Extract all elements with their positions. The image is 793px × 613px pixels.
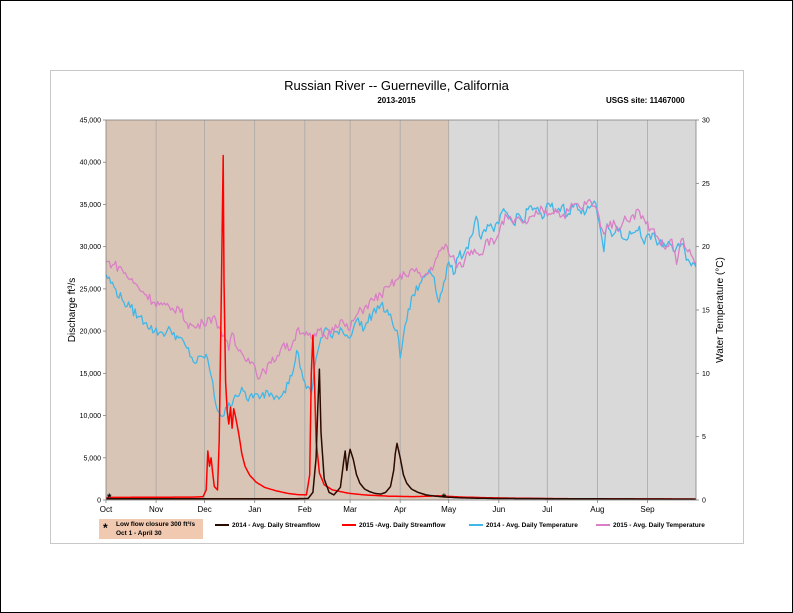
x-tick-label: Aug	[590, 505, 604, 514]
y-axis-label-right: Water Temperature (°C)	[715, 257, 726, 363]
y-tick-label-right: 15	[702, 308, 710, 315]
closure-region	[106, 120, 449, 500]
y-tick-label-right: 5	[702, 434, 706, 441]
grid-layer	[155, 120, 648, 500]
y-tick-label-left: 20,000	[80, 329, 102, 336]
x-tick-label: Jul	[542, 505, 552, 514]
legend-swatch-2015-temperature	[596, 524, 610, 527]
y-tick-label-right: 0	[702, 498, 706, 505]
y-tick-label-left: 0	[97, 498, 101, 505]
closure-marker: *	[442, 492, 447, 504]
legend-item-2014-streamflow: 2014 - Avg. Daily Streamflow	[215, 522, 320, 532]
open-region	[448, 120, 696, 500]
closure-marker-icon: *	[103, 521, 108, 535]
y-tick-label-left: 25,000	[80, 286, 102, 293]
y-tick-label-left: 30,000	[80, 244, 102, 251]
y-tick-label-right: 20	[702, 244, 710, 251]
y-tick-label-left: 45,000	[80, 118, 102, 125]
legend-swatch-2014-streamflow	[215, 524, 229, 527]
closure-note-line2: Oct 1 - April 30	[116, 530, 162, 537]
x-tick-label: Dec	[197, 505, 211, 514]
y-tick-label-left: 10,000	[80, 413, 102, 420]
y-tick-label-left: 5,000	[83, 455, 101, 462]
x-tick-label: May	[441, 505, 456, 514]
x-tick-label: Jan	[248, 505, 261, 514]
series-line-2014-temperature	[105, 200, 697, 418]
site-label: USGS site: 11467000	[606, 96, 685, 105]
legend-label-2015-temperature: 2015 - Avg. Daily Temperature	[613, 522, 705, 529]
y-tick-label-right: 30	[702, 118, 710, 125]
x-tick-label: Sep	[640, 505, 655, 514]
x-tick-label: Mar	[343, 505, 357, 514]
closure-note-line1: Low flow closure 300 ft³/s	[116, 521, 196, 528]
series-line-2014-streamflow	[106, 368, 696, 500]
chart-title: Russian River -- Guerneville, California	[284, 78, 509, 93]
legend-item-2015-streamflow: 2015 -Avg. Daily Streamflow	[342, 522, 445, 532]
closure-legend-box	[99, 519, 203, 539]
legend-label-2015-streamflow: 2015 -Avg. Daily Streamflow	[359, 522, 446, 529]
y-tick-label-left: 15,000	[80, 371, 102, 378]
x-tick-label: Oct	[100, 505, 113, 514]
series-line-2015-temperature	[105, 198, 697, 380]
legend-label-2014-streamflow: 2014 - Avg. Daily Streamflow	[232, 522, 321, 529]
y-tick-label-right: 25	[702, 181, 710, 188]
legend-label-2014-temperature: 2014 - Avg. Daily Temperature	[486, 522, 578, 529]
axis-layer: 0 5,000 10,000 15,000 20,000 25,000 30,000 35,0…	[80, 118, 710, 515]
legend-item-2015-temperature: 2015 - Avg. Daily Temperature	[596, 522, 705, 532]
y-tick-label-right: 10	[702, 371, 710, 378]
legend-swatch-2014-temperature	[469, 524, 483, 527]
x-tick-label: Apr	[394, 505, 407, 514]
x-tick-label: Jun	[492, 505, 505, 514]
legend-swatch-2015-streamflow	[342, 524, 356, 527]
chart-subtitle: 2013-2015	[377, 96, 416, 105]
legend-item-2014-temperature: 2014 - Avg. Daily Temperature	[469, 522, 578, 532]
x-tick-label: Nov	[149, 505, 163, 514]
y-tick-label-left: 35,000	[80, 202, 102, 209]
background-layer	[106, 120, 696, 500]
y-tick-label-left: 40,000	[80, 160, 102, 167]
series-layer	[105, 154, 697, 500]
x-tick-label: Feb	[298, 505, 312, 514]
closure-marker: *	[107, 492, 112, 504]
y-axis-label-left: Discharge ft³/s	[67, 278, 78, 342]
